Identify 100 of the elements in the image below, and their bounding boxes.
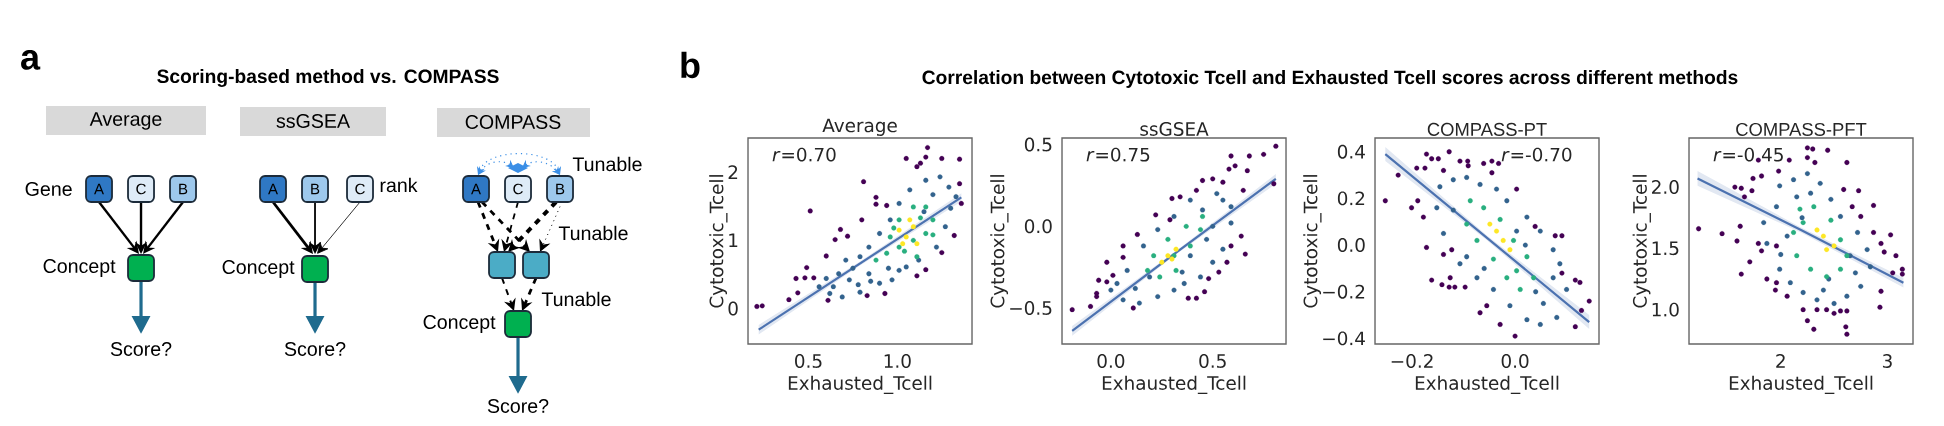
point [1837, 237, 1843, 243]
point [1750, 175, 1756, 181]
text: rank [380, 177, 418, 193]
point [1496, 160, 1502, 166]
point [1804, 171, 1810, 177]
point [1787, 280, 1793, 286]
point [1094, 294, 1100, 300]
point [868, 278, 874, 284]
point [885, 265, 891, 271]
point [1531, 275, 1537, 281]
point [1481, 160, 1487, 166]
point [1858, 283, 1864, 289]
point [1179, 269, 1185, 275]
point [857, 289, 863, 295]
point [1773, 243, 1779, 249]
point [1228, 243, 1234, 249]
point [1185, 295, 1191, 301]
text: Score? [487, 399, 549, 413]
point [1224, 259, 1230, 265]
point [1572, 324, 1578, 330]
point [907, 217, 913, 223]
point [1559, 270, 1565, 276]
point [845, 233, 851, 239]
point [754, 303, 760, 309]
point [873, 201, 879, 207]
text: B [556, 183, 565, 195]
point [889, 277, 895, 283]
point [855, 282, 861, 288]
point [923, 177, 929, 183]
point [1550, 275, 1556, 281]
point [1494, 186, 1500, 192]
point [1464, 174, 1470, 180]
point [1435, 156, 1441, 162]
point [1244, 168, 1250, 174]
point [1449, 247, 1455, 253]
point [1831, 310, 1837, 316]
text: C [136, 183, 146, 195]
text: b [681, 51, 700, 79]
point [1487, 221, 1493, 227]
point [1382, 198, 1388, 204]
point [1481, 205, 1487, 211]
point [846, 277, 852, 283]
point [1165, 253, 1171, 259]
point [859, 217, 865, 223]
point [1899, 266, 1905, 272]
point [1507, 303, 1513, 309]
point [1108, 287, 1114, 293]
point [921, 209, 927, 215]
point [1878, 240, 1884, 246]
point [1167, 217, 1173, 223]
point [1228, 153, 1234, 159]
point [1464, 254, 1470, 260]
point [1514, 228, 1520, 234]
point [1422, 165, 1428, 171]
point [1856, 188, 1862, 194]
point [837, 226, 843, 232]
point [877, 280, 883, 286]
point [1429, 277, 1435, 283]
text: ssGSEA [276, 114, 351, 128]
point [930, 232, 936, 238]
point [1153, 212, 1159, 218]
point [873, 194, 879, 200]
point [1096, 277, 1102, 283]
point [1759, 248, 1765, 254]
point [823, 276, 829, 281]
point [1120, 243, 1126, 249]
text: Score? [284, 342, 346, 356]
point [1467, 198, 1473, 204]
point [1559, 233, 1565, 239]
point [957, 156, 963, 162]
point [1120, 297, 1126, 303]
point [930, 217, 936, 223]
point [1799, 215, 1805, 221]
point [1820, 233, 1826, 239]
point [1151, 253, 1157, 259]
point [1504, 198, 1510, 204]
point [939, 155, 945, 161]
point [1465, 163, 1471, 169]
y-axis-title: Cytotoxic_Tcell [990, 175, 1009, 308]
point [1572, 277, 1578, 283]
point [939, 250, 945, 256]
point [866, 244, 872, 250]
point [1226, 166, 1232, 172]
point [1824, 247, 1830, 253]
point [1206, 276, 1212, 282]
point [1114, 281, 1120, 286]
point [1155, 294, 1161, 300]
point [1177, 194, 1183, 200]
point [1497, 216, 1503, 222]
point [1532, 223, 1538, 229]
point [1187, 243, 1193, 249]
point [1814, 297, 1820, 303]
y-axis-title: Cytotoxic_Tcell [1303, 175, 1322, 308]
point [1773, 280, 1779, 286]
point [953, 194, 959, 200]
point [914, 241, 920, 247]
point [1415, 198, 1421, 204]
point [1420, 214, 1426, 220]
text: C [513, 183, 523, 195]
y-tick-label: 2 [728, 165, 738, 179]
